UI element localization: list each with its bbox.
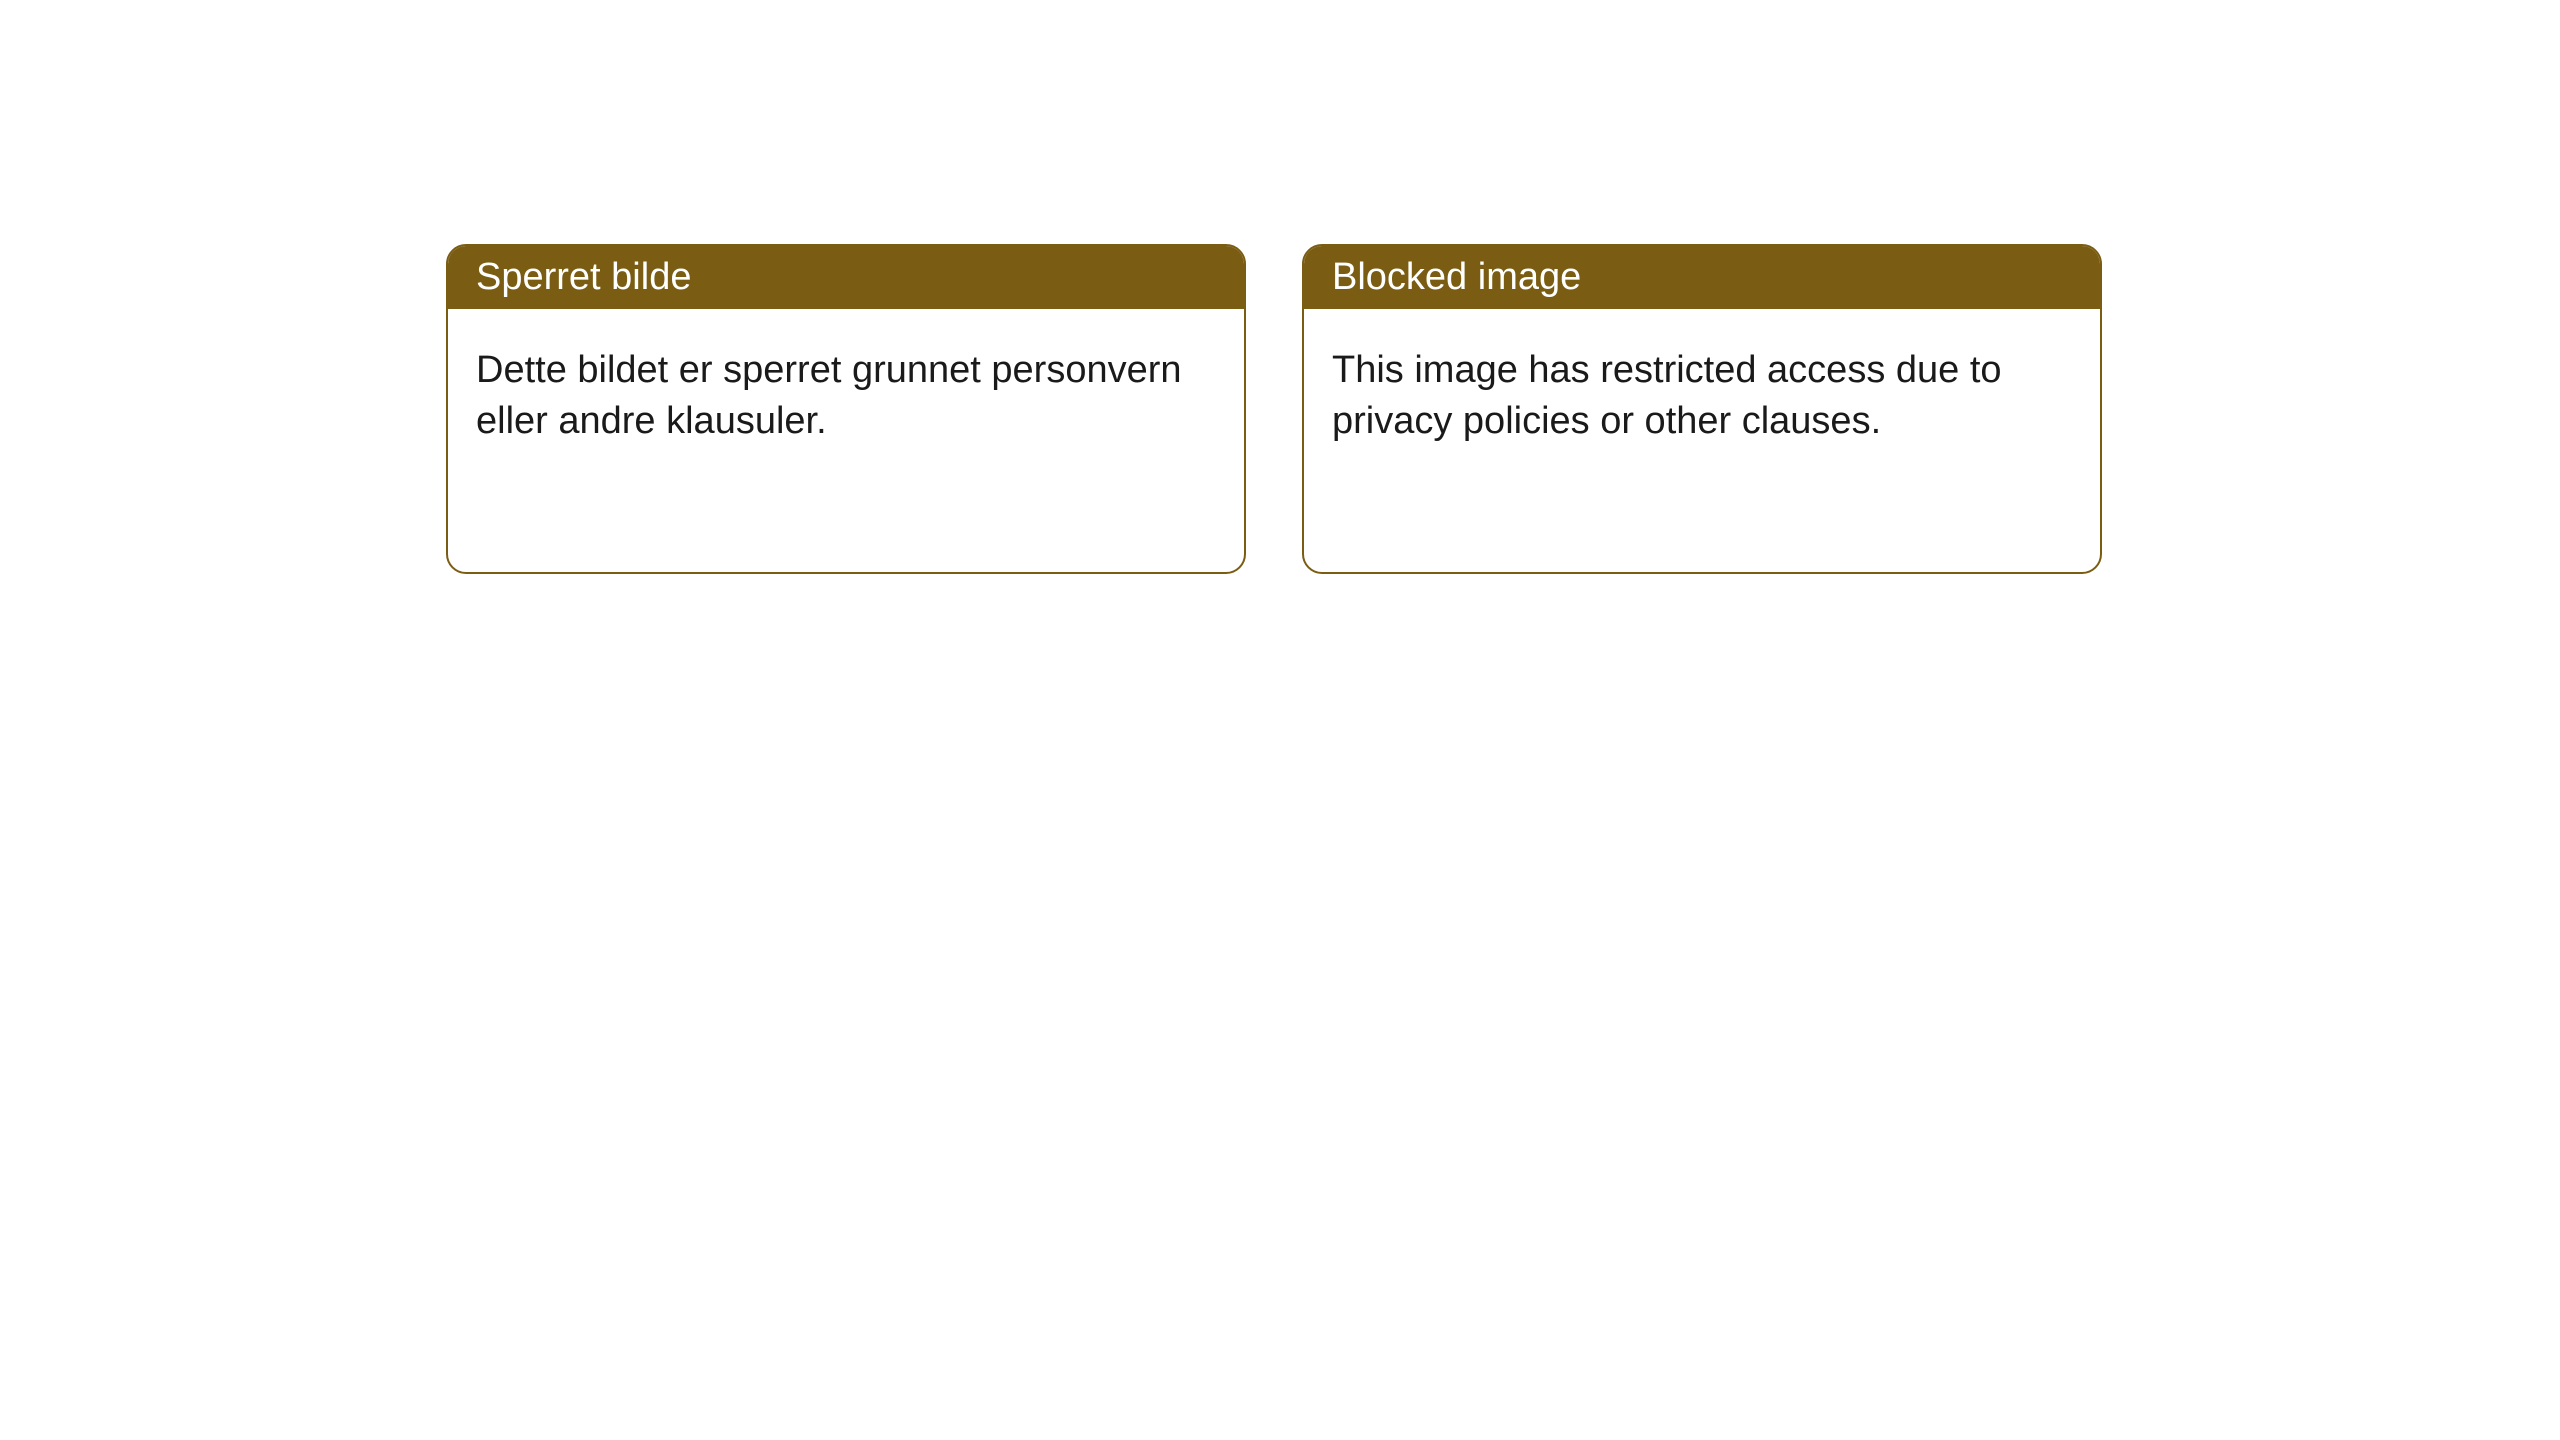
notice-header: Blocked image	[1304, 246, 2100, 309]
notice-box-english: Blocked image This image has restricted …	[1302, 244, 2102, 574]
notice-title: Blocked image	[1332, 256, 1581, 298]
notice-message: Dette bildet er sperret grunnet personve…	[476, 349, 1182, 442]
notice-message: This image has restricted access due to …	[1332, 349, 2002, 442]
notice-body: This image has restricted access due to …	[1304, 309, 2100, 484]
notice-title: Sperret bilde	[476, 256, 691, 298]
notice-header: Sperret bilde	[448, 246, 1244, 309]
notice-box-norwegian: Sperret bilde Dette bildet er sperret gr…	[446, 244, 1246, 574]
notice-container: Sperret bilde Dette bildet er sperret gr…	[0, 0, 2560, 574]
notice-body: Dette bildet er sperret grunnet personve…	[448, 309, 1244, 484]
